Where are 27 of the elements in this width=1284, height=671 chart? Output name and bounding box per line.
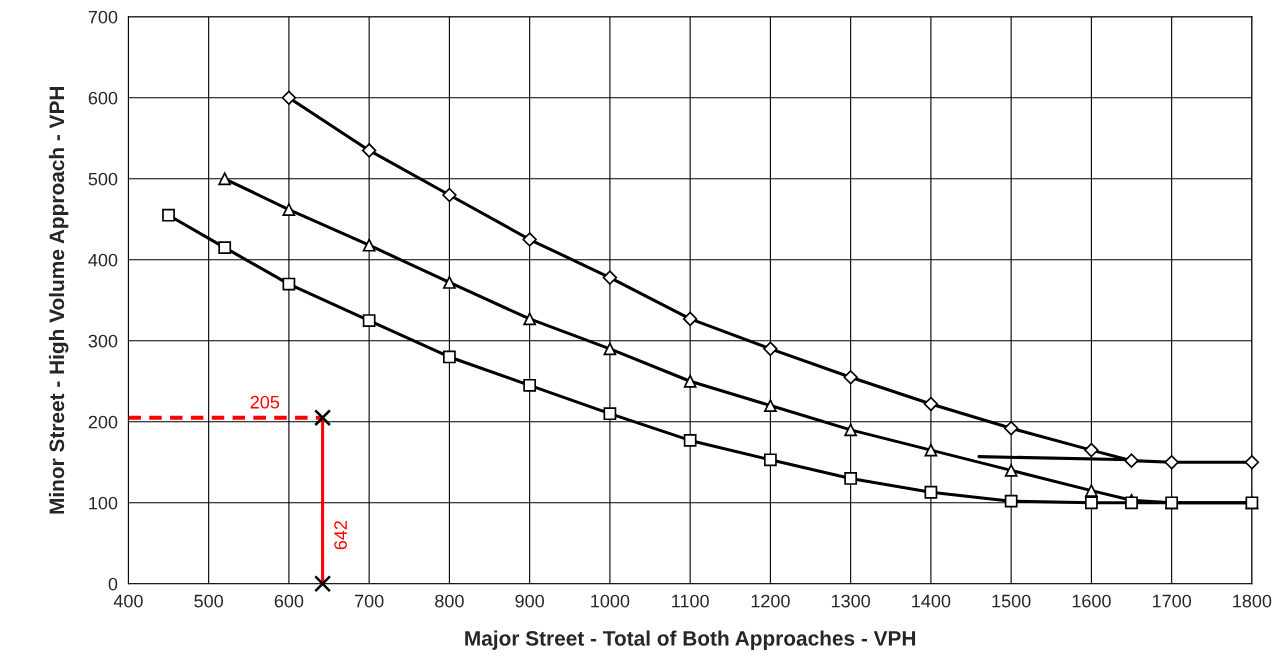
x-tick-label: 1500	[992, 594, 1031, 608]
y-tick-label: 100	[89, 496, 118, 510]
annotation: 205	[250, 395, 280, 409]
y-tick-label: 200	[88, 415, 118, 429]
y-tick-label: 300	[88, 334, 118, 348]
annotation: 642	[334, 521, 347, 550]
x-axis-title: Major Street - Total of Both Approaches - VPH	[465, 630, 916, 650]
x-tick-label: 400	[113, 594, 143, 608]
x-tick-label: 800	[435, 594, 464, 608]
y-tick-label: 600	[88, 91, 118, 105]
x-tick-label: 1000	[591, 594, 630, 608]
y-tick-label: 500	[88, 172, 118, 186]
x-tick-label: 1100	[672, 594, 709, 608]
y-tick-label: 700	[88, 10, 118, 24]
x-tick-label: 1600	[1072, 594, 1111, 608]
y-tick-label: 400	[88, 253, 118, 267]
x-tick-label: 1800	[1233, 594, 1272, 608]
x-tick-label: 500	[194, 594, 224, 608]
x-tick-label: 700	[355, 594, 384, 608]
x-tick-label: 1400	[912, 594, 951, 608]
x-tick-label: 900	[515, 594, 545, 608]
x-tick-label: 1300	[831, 594, 871, 608]
y-tick-label: 0	[108, 577, 118, 591]
y-axis-title: Minor Street - High Volume Approach - VPH	[48, 86, 69, 514]
x-tick-label: 600	[274, 594, 304, 608]
x-tick-label: 1700	[1152, 594, 1192, 608]
x-tick-label: 1200	[751, 594, 790, 608]
